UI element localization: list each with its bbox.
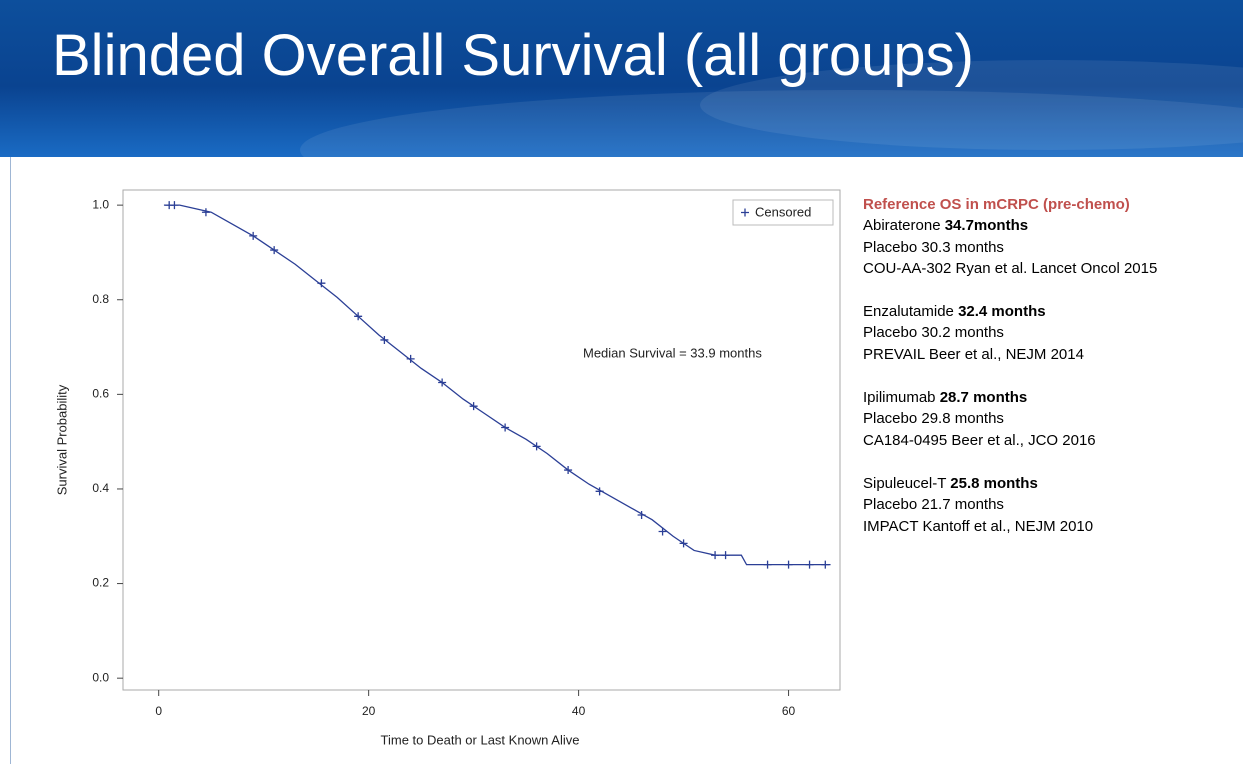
reference-line: Ipilimumab 28.7 months: [863, 387, 1157, 408]
y-tick-label: 0.0: [92, 670, 109, 684]
y-tick-label: 0.8: [92, 292, 109, 306]
censor-mark: [532, 442, 541, 451]
reference-line: Sipuleucel-T 25.8 months: [863, 473, 1157, 494]
reference-group: Sipuleucel-T 25.8 months Placebo 21.7 mon…: [863, 473, 1157, 537]
x-tick-label: 40: [572, 704, 586, 718]
x-tick-label: 20: [362, 704, 376, 718]
study: IMPACT Kantoff et al., NEJM 2010: [863, 517, 1094, 535]
legend-label: Censored: [755, 204, 811, 219]
censor-mark: [170, 201, 179, 210]
y-tick-label: 0.2: [92, 576, 109, 590]
drug: Ipilimumab: [863, 389, 940, 407]
plot-frame: [122, 189, 841, 691]
censor-mark: [595, 487, 604, 496]
drug: Sipuleucel-T: [863, 474, 951, 492]
placebo: Placebo 30.2 months: [863, 324, 1004, 342]
placebo: Placebo 29.8 months: [863, 410, 1004, 428]
reference-panel: Reference OS in mCRPC (pre-chemo) Abirat…: [863, 194, 1157, 559]
y-tick-label: 0.4: [92, 481, 109, 495]
study: PREVAIL Beer et al., NEJM 2014: [863, 345, 1084, 363]
drug: Enzalutamide: [863, 303, 959, 321]
study: COU-AA-302 Ryan et al. Lancet Oncol 2015: [863, 259, 1158, 277]
censor-mark: [249, 231, 258, 240]
reference-heading: Reference OS in mCRPC (pre-chemo): [863, 196, 1130, 213]
swoosh: [700, 60, 1243, 150]
rule: [10, 157, 11, 764]
censor-mark: [201, 208, 210, 217]
censor-mark: [406, 354, 415, 363]
x-tick-label: 0: [155, 704, 162, 718]
censor-mark: [501, 423, 510, 432]
legend-box: [732, 199, 834, 226]
censor-mark: [763, 560, 772, 569]
median: 34.7months: [944, 217, 1029, 235]
reference-group: Enzalutamide 32.4 months Placebo 30.2 mon…: [863, 301, 1157, 365]
survival-curve: [163, 204, 831, 566]
reference-group: Ipilimumab 28.7 months Placebo 29.8 month…: [863, 387, 1157, 451]
censor-mark: [317, 279, 326, 288]
censor-mark: [741, 208, 749, 217]
placebo: Placebo 21.7 months: [863, 496, 1004, 514]
censor-mark: [711, 551, 720, 560]
censor-mark: [270, 246, 279, 255]
censor-mark: [721, 551, 730, 560]
median: 32.4 months: [958, 303, 1046, 321]
censor-mark: [564, 466, 573, 475]
censor-mark: [805, 560, 814, 569]
study: CA184-0495 Beer et al., JCO 2016: [863, 431, 1096, 449]
header: Blinded Overall Survival (all groups): [0, 0, 1243, 157]
censor-mark: [658, 527, 667, 536]
drug: Abiraterone: [863, 217, 945, 235]
placebo: Placebo 30.3 months: [863, 238, 1004, 256]
reference-line: Enzalutamide 32.4 months: [863, 301, 1157, 322]
censor-mark: [354, 312, 363, 321]
censor-mark: [380, 335, 389, 344]
x-axis-title: Time to Death or Last Known Alive: [381, 732, 580, 747]
censor-mark: [469, 402, 478, 411]
median: 28.7 months: [939, 389, 1028, 407]
median: 25.8 months: [950, 474, 1038, 492]
y-tick-label: 0.6: [92, 387, 109, 401]
censor-mark: [784, 560, 793, 569]
censor-mark: [637, 510, 646, 519]
reference-line: Abiraterone 34.7months: [863, 215, 1157, 236]
y-tick-label: 1.0: [92, 197, 109, 211]
x-tick-label: 60: [782, 704, 796, 718]
reference-group: Abiraterone 34.7months Placebo 30.3 month…: [863, 215, 1157, 279]
slide-title: Blinded Overall Survival (all groups): [52, 23, 974, 88]
y-axis-title: Survival Probability: [54, 384, 69, 495]
censor-mark: [679, 539, 688, 548]
censor-mark: [821, 560, 830, 569]
censor-mark: [438, 378, 447, 387]
annotation: Median Survival = 33.9 months: [583, 345, 762, 360]
